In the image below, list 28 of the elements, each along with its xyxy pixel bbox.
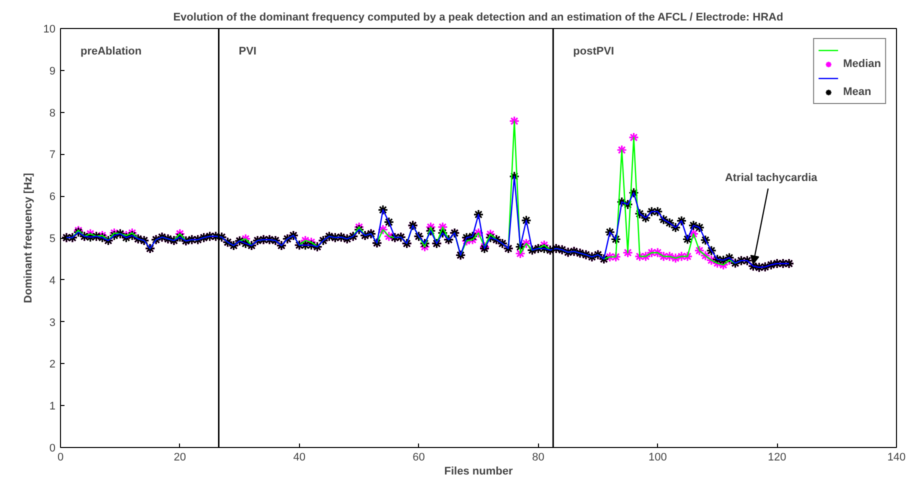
x-tick-label: 60	[412, 452, 425, 464]
annotation: postPVI	[573, 46, 614, 58]
x-axis-title: Files number	[444, 466, 514, 478]
x-tick-label: 80	[532, 452, 544, 464]
y-tick-label: 0	[49, 442, 56, 454]
y-axis-title: Dominant frequency [Hz]	[22, 172, 34, 304]
y-tick-label: 1	[49, 400, 56, 413]
y-tick-label: 8	[49, 107, 56, 120]
x-tick-label: 0	[57, 452, 64, 464]
x-tick-label: 100	[648, 452, 667, 464]
chart-title: Evolution of the dominant frequency computed by a peak detection and an estimation of the AFCL / Electrode: HRAd	[173, 12, 784, 24]
y-tick-label: 10	[43, 24, 56, 36]
y-tick-label: 6	[49, 191, 56, 204]
legend-label: Mean	[843, 85, 872, 99]
x-tick-label: 140	[887, 452, 906, 464]
x-tick-label: 120	[768, 452, 786, 464]
y-tick-label: 7	[49, 149, 56, 162]
annotation: Atrial tachycardia	[724, 172, 818, 184]
y-tick-label: 5	[49, 233, 56, 245]
annotation: PVI	[238, 46, 256, 58]
y-tick-label: 4	[49, 274, 56, 287]
y-tick-label: 2	[49, 358, 56, 371]
y-tick-label: 9	[49, 65, 56, 78]
y-tick-label: 3	[49, 316, 56, 329]
x-tick-label: 20	[174, 452, 186, 464]
x-tick-label: 40	[293, 452, 306, 464]
annotation: preAblation	[80, 46, 142, 58]
legend-label: Median	[843, 57, 881, 71]
